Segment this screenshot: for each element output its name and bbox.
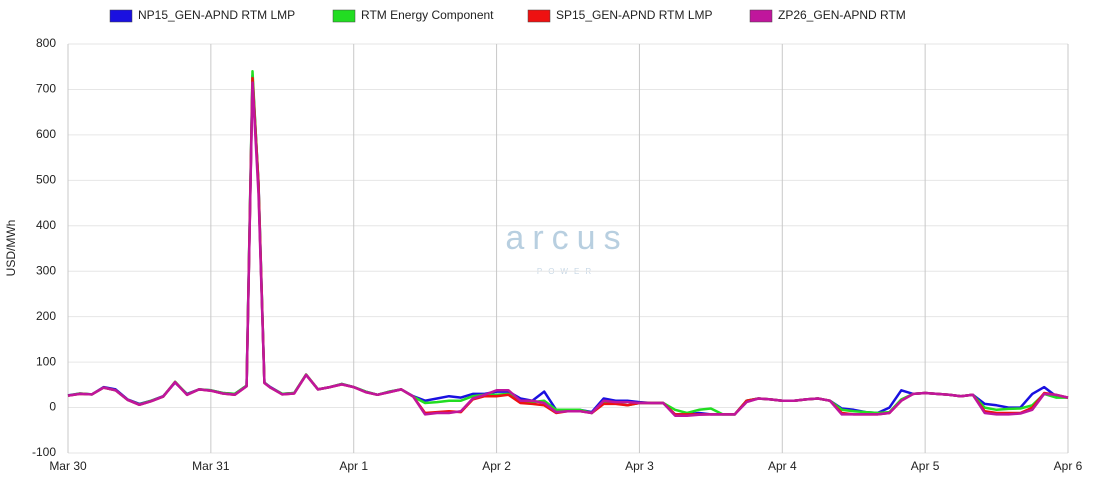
y-axis-label: USD/MWh bbox=[4, 220, 18, 277]
legend-swatch bbox=[749, 9, 773, 23]
legend-item: ZP26_GEN-APND RTM bbox=[749, 8, 906, 23]
watermark: arcus bbox=[505, 219, 628, 257]
x-tick-label: Apr 1 bbox=[339, 459, 368, 473]
y-tick-label: 400 bbox=[36, 218, 56, 232]
x-tick-label: Mar 31 bbox=[192, 459, 230, 473]
y-tick-label: 500 bbox=[36, 173, 56, 187]
y-tick-label: 600 bbox=[36, 127, 56, 141]
y-tick-label: 700 bbox=[36, 82, 56, 96]
x-tick-label: Apr 4 bbox=[768, 459, 797, 473]
y-tick-label: 200 bbox=[36, 309, 56, 323]
legend-swatch bbox=[332, 9, 356, 23]
legend-label: ZP26_GEN-APND RTM bbox=[778, 8, 906, 22]
legend-swatch bbox=[109, 9, 133, 23]
y-tick-label: -100 bbox=[32, 445, 56, 459]
x-tick-label: Mar 30 bbox=[49, 459, 87, 473]
x-tick-label: Apr 6 bbox=[1054, 459, 1083, 473]
legend-item: SP15_GEN-APND RTM LMP bbox=[527, 8, 713, 23]
series-line bbox=[67, 81, 1069, 417]
legend-label: RTM Energy Component bbox=[361, 8, 494, 22]
legend-item: NP15_GEN-APND RTM LMP bbox=[109, 8, 295, 23]
y-tick-label: 300 bbox=[36, 263, 56, 277]
y-tick-label: 100 bbox=[36, 354, 56, 368]
x-tick-label: Apr 5 bbox=[911, 459, 940, 473]
legend-item: RTM Energy Component bbox=[332, 8, 494, 23]
legend-swatch bbox=[527, 9, 551, 23]
x-tick-label: Apr 3 bbox=[625, 459, 654, 473]
x-tick-label: Apr 2 bbox=[482, 459, 511, 473]
legend-label: NP15_GEN-APND RTM LMP bbox=[138, 8, 295, 22]
y-tick-label: 0 bbox=[49, 400, 56, 414]
y-tick-label: 800 bbox=[36, 36, 56, 50]
legend-label: SP15_GEN-APND RTM LMP bbox=[556, 8, 713, 22]
